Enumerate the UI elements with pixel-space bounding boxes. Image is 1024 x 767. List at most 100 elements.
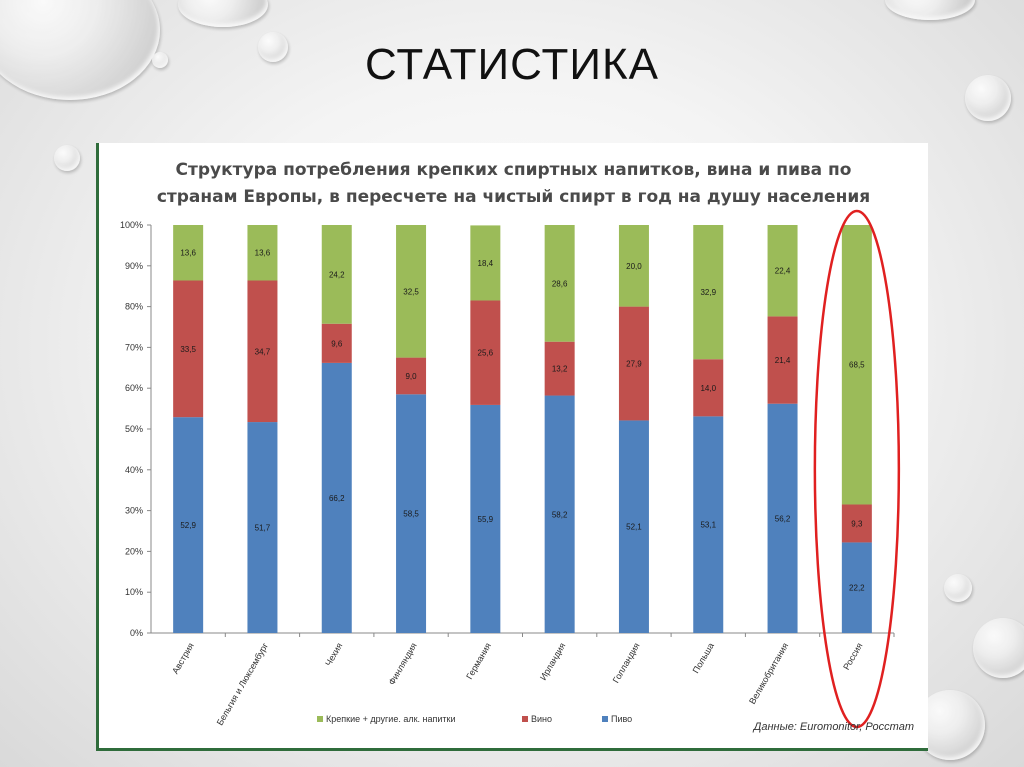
water-drop-decoration xyxy=(885,0,975,20)
bar-segment xyxy=(618,420,649,633)
bar-segment xyxy=(841,542,872,633)
category-label: Польша xyxy=(691,641,716,675)
y-tick-label: 40% xyxy=(125,465,143,475)
bar-segment xyxy=(321,362,352,633)
bar-segment xyxy=(321,323,352,363)
bar-segment xyxy=(544,395,575,633)
data-label: 52,1 xyxy=(626,523,642,532)
bar-segment xyxy=(396,357,427,395)
data-label: 24,2 xyxy=(329,270,345,279)
bar-segment xyxy=(247,225,278,281)
bar-segment xyxy=(470,225,501,301)
bar-segment xyxy=(544,225,575,342)
data-label: 68,5 xyxy=(849,361,865,370)
bar-segment xyxy=(247,280,278,423)
data-label: 13,6 xyxy=(255,249,271,258)
data-label: 9,0 xyxy=(405,372,417,381)
legend-swatch xyxy=(522,716,528,722)
legend-label: Пиво xyxy=(611,714,632,724)
bar-segment xyxy=(693,359,724,417)
data-label: 52,9 xyxy=(180,521,196,530)
category-label: Австрия xyxy=(170,641,196,676)
data-label: 58,5 xyxy=(403,510,419,519)
water-drop-decoration xyxy=(973,618,1024,678)
legend-label: Вино xyxy=(531,714,552,724)
water-drop-decoration xyxy=(944,574,972,602)
chart-title-line-1: Структура потребления крепких спиртных н… xyxy=(175,160,852,180)
legend-swatch xyxy=(317,716,323,722)
water-drop-decoration xyxy=(54,145,80,171)
y-tick-label: 100% xyxy=(120,220,143,230)
y-tick-label: 30% xyxy=(125,506,143,516)
data-label: 25,6 xyxy=(478,349,494,358)
y-tick-label: 10% xyxy=(125,587,143,597)
bar-segment xyxy=(767,316,798,404)
bar-segment xyxy=(173,280,204,418)
water-drop-decoration xyxy=(178,0,268,27)
data-label: 22,2 xyxy=(849,584,865,593)
slide-title: СТАТИСТИКА xyxy=(365,40,659,89)
legend-swatch xyxy=(602,716,608,722)
data-label: 27,9 xyxy=(626,360,642,369)
data-label: 53,1 xyxy=(700,521,716,530)
y-tick-label: 80% xyxy=(125,302,143,312)
data-label: 9,6 xyxy=(331,339,343,348)
category-label: Финляндия xyxy=(387,641,419,687)
bar-segment xyxy=(693,225,724,360)
bar-segment xyxy=(396,394,427,633)
water-drop-decoration xyxy=(965,75,1011,121)
bar-segment xyxy=(693,416,724,633)
data-source-note: Данные: Euromonitor, Росстат xyxy=(753,721,914,733)
category-label: Россия xyxy=(841,641,864,672)
category-label: Германия xyxy=(464,641,493,681)
bar-segment xyxy=(618,306,649,421)
data-label: 34,7 xyxy=(255,347,271,356)
water-drop-decoration xyxy=(152,52,168,68)
bar-segment xyxy=(247,422,278,633)
data-label: 22,4 xyxy=(775,267,791,276)
y-tick-label: 60% xyxy=(125,383,143,393)
data-label: 56,2 xyxy=(775,514,791,523)
data-label: 14,0 xyxy=(700,384,716,393)
bar-segment xyxy=(767,403,798,633)
data-label: 13,6 xyxy=(180,249,196,258)
bar-segment xyxy=(767,225,798,317)
data-label: 13,2 xyxy=(552,365,568,374)
bar-segment xyxy=(173,417,204,633)
bar-segment xyxy=(618,225,649,307)
bar-segment xyxy=(321,225,352,324)
y-tick-label: 20% xyxy=(125,546,143,556)
data-label: 32,5 xyxy=(403,287,419,296)
bar-segment xyxy=(841,504,872,543)
bar-segment xyxy=(396,225,427,358)
category-label: Голландия xyxy=(611,641,642,685)
data-label: 55,9 xyxy=(478,515,494,524)
category-label: Великобритания xyxy=(747,641,790,706)
category-label: Бельгия и Люксембург xyxy=(215,640,271,727)
y-tick-label: 0% xyxy=(130,628,143,638)
highlight-ellipse xyxy=(813,209,901,729)
legend-label: Крепкие + другие. алк. напитки xyxy=(326,714,456,724)
y-tick-label: 90% xyxy=(125,261,143,271)
chart-title: Структура потребления крепких спиртных н… xyxy=(99,157,928,211)
water-drop-decoration xyxy=(258,32,288,62)
bar-segment xyxy=(470,300,501,405)
data-label: 66,2 xyxy=(329,494,345,503)
data-label: 28,6 xyxy=(552,279,568,288)
data-label: 58,2 xyxy=(552,510,568,519)
data-label: 51,7 xyxy=(255,524,271,533)
stacked-bar-chart: 0% 10% 20% 30% 40% 50% 60% 70% 80% 90% 100% 52,9 33,… xyxy=(120,209,901,729)
category-label: Ирландия xyxy=(538,641,567,682)
bar-segment xyxy=(841,225,872,505)
data-label: 20,0 xyxy=(626,262,642,271)
y-tick-label: 50% xyxy=(125,424,143,434)
chart-title-line-2: странам Европы, в пересчете на чистый сп… xyxy=(156,187,871,207)
category-label: Чехия xyxy=(323,641,344,668)
bar-segment xyxy=(544,341,575,396)
data-label: 32,9 xyxy=(700,288,716,297)
chart-panel: Структура потребления крепких спиртных н… xyxy=(96,143,928,751)
y-tick-label: 70% xyxy=(125,342,143,352)
bar-segment xyxy=(173,225,204,281)
data-label: 18,4 xyxy=(478,259,494,268)
data-label: 9,3 xyxy=(851,519,863,528)
